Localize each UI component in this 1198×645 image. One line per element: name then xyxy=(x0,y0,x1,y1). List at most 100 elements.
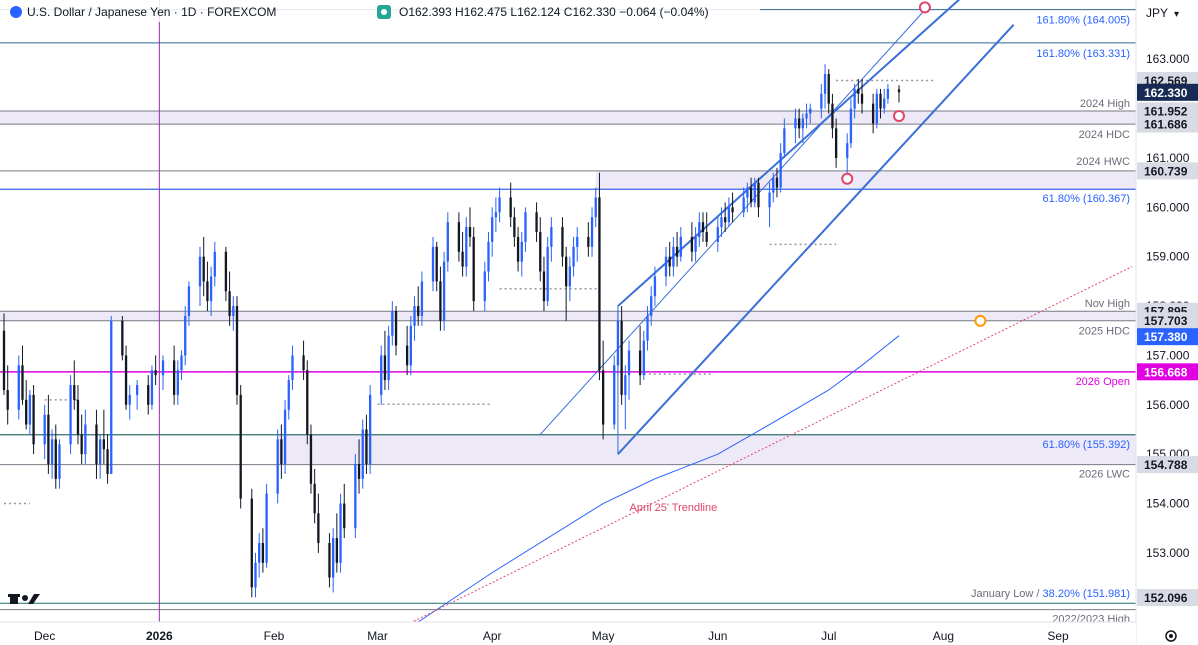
candle-body-44 xyxy=(239,394,242,499)
candle-body-151 xyxy=(797,118,801,129)
candle-body-154 xyxy=(809,108,812,114)
currency-chevron-icon[interactable]: ▾ xyxy=(1174,9,1179,20)
candle-body-9 xyxy=(50,439,54,465)
candle-body-55 xyxy=(302,355,305,371)
candle-body-90 xyxy=(483,271,486,302)
price-badge-text-2: 161.952 xyxy=(1144,104,1188,118)
candle-body-56 xyxy=(306,370,309,435)
candle-body-117 xyxy=(620,320,623,395)
candle-body-110 xyxy=(587,236,590,247)
candle-body-65 xyxy=(354,464,357,529)
price-badge-text-4: 160.739 xyxy=(1144,164,1188,178)
candle-body-149 xyxy=(783,128,786,154)
candle-body-40 xyxy=(224,251,228,292)
open-label: 2026 Open xyxy=(1076,376,1130,388)
candle-body-60 xyxy=(328,543,331,578)
lines-layer xyxy=(392,0,1133,633)
candle-body-32 xyxy=(180,355,183,371)
candle-body-131 xyxy=(694,236,697,252)
settings-icon[interactable] xyxy=(1165,630,1177,642)
candle-body-28 xyxy=(154,370,157,376)
price-badge-text-8: 156.668 xyxy=(1144,365,1188,379)
price-badge-2 xyxy=(1137,102,1198,120)
candle-body-16 xyxy=(84,424,87,455)
candle-body-38 xyxy=(209,276,213,302)
candle-body-72 xyxy=(387,335,390,381)
zone-0 xyxy=(0,110,1136,125)
candle-body-10 xyxy=(54,439,57,479)
candle-body-127 xyxy=(672,246,675,267)
price-badge-text-9: 154.788 xyxy=(1144,458,1188,472)
candle-body-29 xyxy=(161,360,165,376)
candle-body-18 xyxy=(99,439,102,465)
candle-body-26 xyxy=(147,385,150,405)
candle-body-163 xyxy=(857,88,860,94)
candle-body-141 xyxy=(746,187,749,198)
candle-body-27 xyxy=(150,370,154,405)
price-axis-layer: 163.000162.000161.000160.000159.000158.0… xyxy=(1135,0,1198,645)
candle-body-46 xyxy=(254,562,257,588)
candle-body-22 xyxy=(121,320,124,356)
fib-label-0: 161.80% (164.005) xyxy=(1036,15,1130,27)
markers-layer xyxy=(841,1,987,327)
candle-body-104 xyxy=(550,227,553,247)
candle-body-59 xyxy=(317,513,320,544)
candle-body-53 xyxy=(287,380,290,410)
candle-body-120 xyxy=(638,350,642,376)
candle-body-80 xyxy=(431,246,435,282)
logo-wing xyxy=(28,594,40,604)
price-tick-0: 163.000 xyxy=(1146,52,1190,66)
month-label-4: Apr xyxy=(483,629,502,643)
annotation-0: April 25' Trendline xyxy=(630,502,718,514)
candle-body-92 xyxy=(491,217,494,242)
candle-body-8 xyxy=(47,414,50,465)
price-badge-4 xyxy=(1137,162,1198,180)
candle-body-98 xyxy=(520,241,523,262)
candle-body-33 xyxy=(184,315,187,356)
candle-body-103 xyxy=(546,246,549,302)
candle-body-35 xyxy=(198,256,202,287)
candle-body-20 xyxy=(106,449,109,474)
candle-body-137 xyxy=(724,217,727,223)
candle-body-146 xyxy=(772,177,775,193)
price-tick-2: 161.000 xyxy=(1146,151,1190,165)
candle-body-148 xyxy=(779,153,782,188)
candle-body-76 xyxy=(409,325,412,366)
candle-body-160 xyxy=(846,143,849,158)
candle-body-54 xyxy=(291,355,294,381)
candle-body-6 xyxy=(32,394,35,445)
candle-body-31 xyxy=(176,370,179,395)
candle-body-97 xyxy=(516,236,520,262)
candle-body-138 xyxy=(727,207,731,223)
candle-body-61 xyxy=(331,538,335,578)
candle-body-153 xyxy=(805,113,808,119)
candle-body-152 xyxy=(801,118,805,129)
tradingview-logo xyxy=(8,594,40,604)
candle-body-157 xyxy=(827,74,830,104)
zone-3 xyxy=(277,434,1136,465)
candle-body-89 xyxy=(472,236,475,302)
candle-body-130 xyxy=(690,236,694,252)
month-label-2: Feb xyxy=(264,629,285,643)
candle-body-166 xyxy=(875,93,878,124)
candle-body-140 xyxy=(742,197,745,213)
candle-body-159 xyxy=(834,128,838,158)
candle-body-34 xyxy=(187,286,191,316)
zone-label-upper-2: Nov High xyxy=(1085,298,1130,310)
candle-body-47 xyxy=(258,543,261,563)
candle-body-82 xyxy=(439,281,442,321)
candle-body-118 xyxy=(624,375,627,395)
candle-body-24 xyxy=(128,394,131,405)
candle-body-121 xyxy=(642,340,645,376)
candle-body-42 xyxy=(232,306,235,316)
candle-body-17 xyxy=(95,424,98,465)
moving-average-line xyxy=(403,335,900,633)
candle-body-135 xyxy=(716,227,719,242)
candle-body-88 xyxy=(468,227,472,237)
candle-body-139 xyxy=(731,207,734,213)
candle-body-0 xyxy=(2,330,6,390)
candle-body-86 xyxy=(461,251,464,267)
zone-label-1: 2024 HWC xyxy=(1076,156,1130,168)
circle-marker-1 xyxy=(893,110,906,123)
candle-body-68 xyxy=(365,429,368,465)
